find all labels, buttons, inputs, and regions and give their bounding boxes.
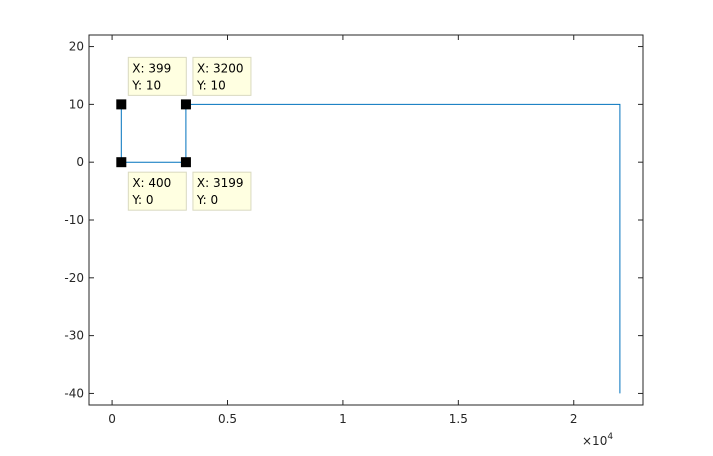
datatip[interactable]: X: 399 Y: 10 <box>116 56 187 110</box>
plot-area <box>88 34 644 406</box>
y-tick-label: 20 <box>69 40 84 54</box>
datatip[interactable]: X: 400 Y: 0 <box>116 157 187 211</box>
series-line <box>120 103 621 394</box>
datatip-x-text: X: 3199 <box>197 176 244 190</box>
datatip[interactable]: X: 3200 Y: 10 <box>180 56 252 110</box>
y-tick-label: -30 <box>64 329 84 343</box>
datatip-box <box>192 171 252 211</box>
datatip-marker[interactable] <box>116 157 127 168</box>
datatip-marker[interactable] <box>180 157 191 168</box>
datatip-box <box>127 171 187 211</box>
datatip-x-text: X: 400 <box>132 176 171 190</box>
x-tick-label: 1 <box>339 412 347 426</box>
datatip-x-text: X: 3200 <box>197 61 244 75</box>
y-tick-label: 0 <box>76 155 84 169</box>
datatip-marker[interactable] <box>116 99 127 110</box>
datatip-y-text: Y: 10 <box>131 78 161 92</box>
datatip-marker[interactable] <box>180 99 191 110</box>
datatip-y-text: Y: 10 <box>196 78 226 92</box>
x-tick-label: 2 <box>570 412 578 426</box>
y-tick-label: -20 <box>64 271 84 285</box>
datatip-y-text: Y: 0 <box>196 193 218 207</box>
datatip-x-text: X: 399 <box>132 61 171 75</box>
x-exponent-label: ×104 <box>582 432 613 448</box>
x-tick-label: 0 <box>108 412 116 426</box>
y-tick-label: -40 <box>64 386 84 400</box>
x-tick-label: 0.5 <box>218 412 237 426</box>
x-exponent-power: 4 <box>607 432 613 442</box>
y-tick-label: -10 <box>64 213 84 227</box>
x-tick-label: 1.5 <box>449 412 468 426</box>
datatip-y-text: Y: 0 <box>131 193 153 207</box>
datatip-box <box>192 56 252 96</box>
datatip[interactable]: X: 3199 Y: 0 <box>180 157 252 211</box>
y-tick-label: 10 <box>69 97 84 111</box>
datatip-box <box>127 56 187 96</box>
